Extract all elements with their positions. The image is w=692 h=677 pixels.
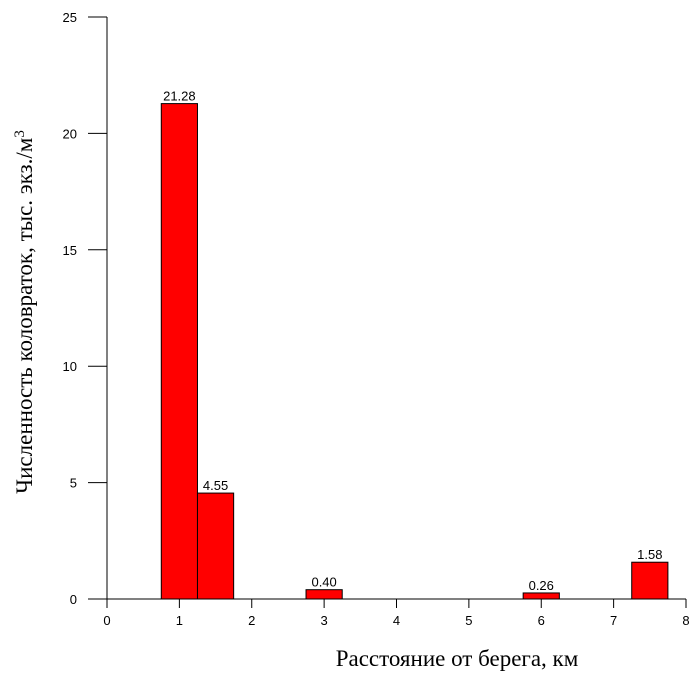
x-tick-label: 5: [465, 613, 472, 628]
x-tick-label: 0: [103, 613, 110, 628]
data-label: 1.58: [637, 547, 662, 562]
x-tick-label: 3: [321, 613, 328, 628]
y-tick-label: 20: [63, 126, 77, 141]
x-tick-label: 6: [538, 613, 545, 628]
y-tick-label: 15: [63, 243, 77, 258]
bar: [160, 103, 198, 600]
data-label: 21.28: [163, 89, 196, 104]
x-tick-label: 2: [248, 613, 255, 628]
data-label: 0.26: [529, 578, 554, 593]
x-tick-label: 4: [393, 613, 400, 628]
y-tick-label: 25: [63, 10, 77, 25]
y-axis-label-superscript: 3: [12, 130, 28, 138]
x-tick-label: 1: [176, 613, 183, 628]
y-tick-label: 0: [70, 592, 77, 607]
x-tick-label: 8: [682, 613, 689, 628]
bar: [196, 492, 235, 600]
bar: [522, 592, 560, 600]
bar: [305, 589, 343, 600]
y-axis-label-text: Численность коловраток, тыс. экз./м: [12, 137, 37, 494]
data-label: 4.55: [203, 478, 228, 493]
data-label: 0.40: [311, 575, 336, 590]
x-tick-label: 7: [610, 613, 617, 628]
y-tick-label: 5: [70, 476, 77, 491]
x-axis-label: Расстояние от берега, км: [336, 646, 579, 671]
y-axis-label: Численность коловраток, тыс. экз./м3: [12, 130, 37, 494]
y-tick-label: 10: [63, 359, 77, 374]
bar: [631, 561, 669, 600]
